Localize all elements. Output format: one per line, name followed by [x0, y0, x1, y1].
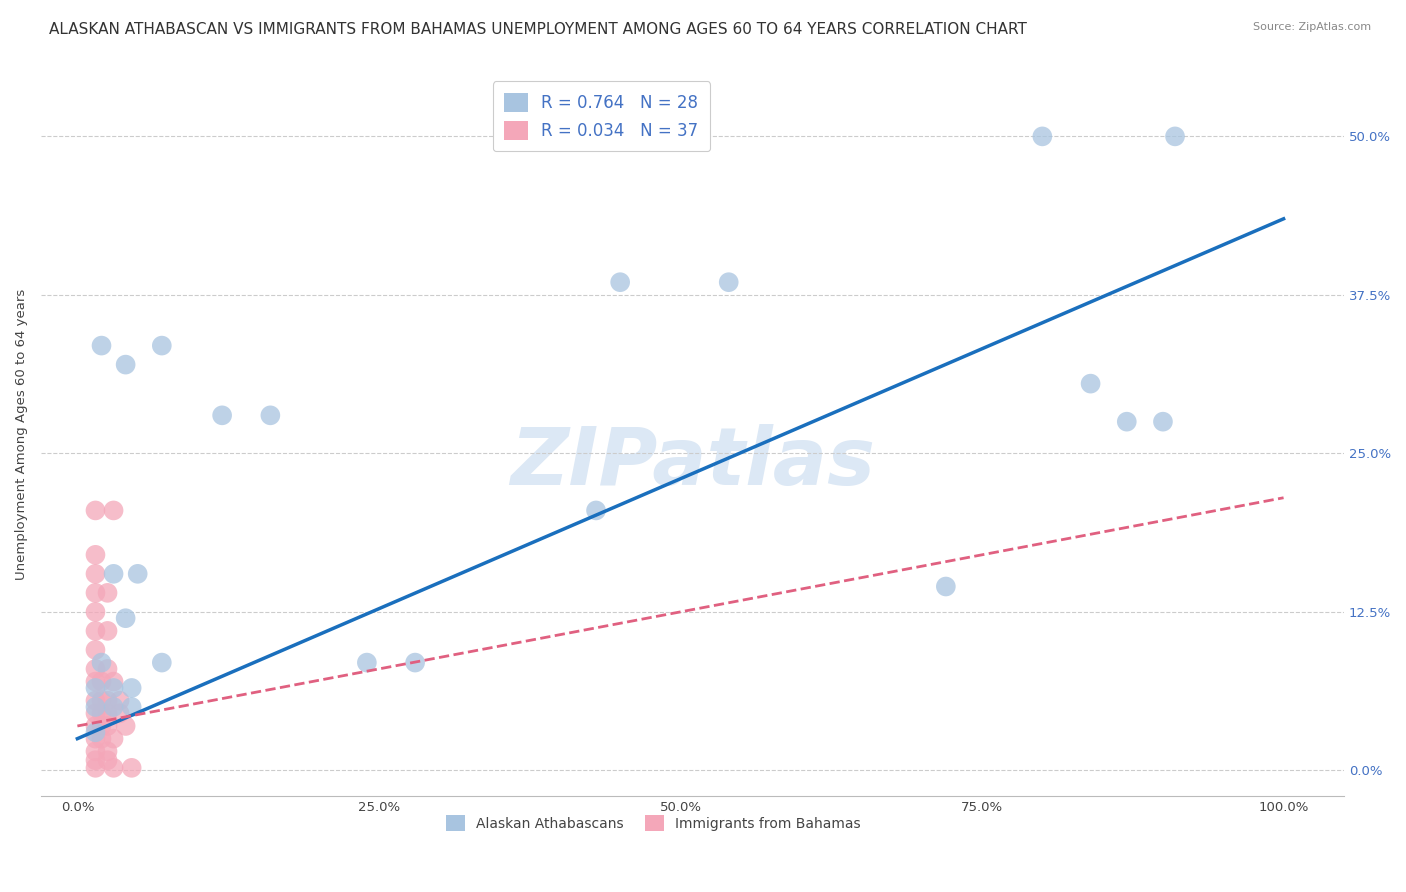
Point [90, 674, 112, 689]
Point [150, 656, 173, 670]
Point [90, 656, 112, 670]
Point [404, 656, 426, 670]
Point [103, 681, 125, 695]
Point [103, 731, 125, 746]
Point [103, 566, 125, 581]
Point [84, 693, 107, 707]
Point [211, 409, 233, 423]
Point [90, 719, 112, 733]
Point [90, 731, 112, 746]
Point [108, 693, 131, 707]
Point [84, 586, 107, 600]
Point [84, 753, 107, 767]
Point [90, 706, 112, 721]
Point [121, 681, 143, 695]
Point [114, 719, 136, 733]
Point [150, 338, 173, 352]
Point [84, 674, 107, 689]
Text: ZIPatlas: ZIPatlas [510, 425, 875, 502]
Point [1031, 129, 1053, 144]
Point [84, 700, 107, 714]
Point [84, 744, 107, 758]
Point [259, 409, 281, 423]
Text: ALASKAN ATHABASCAN VS IMMIGRANTS FROM BAHAMAS UNEMPLOYMENT AMONG AGES 60 TO 64 Y: ALASKAN ATHABASCAN VS IMMIGRANTS FROM BA… [49, 22, 1028, 37]
Point [84, 761, 107, 775]
Point [96, 706, 118, 721]
Point [90, 338, 112, 352]
Point [127, 566, 149, 581]
Point [1152, 415, 1174, 429]
Point [84, 548, 107, 562]
Point [1164, 129, 1187, 144]
Point [121, 700, 143, 714]
Text: Source: ZipAtlas.com: Source: ZipAtlas.com [1253, 22, 1371, 32]
Point [717, 275, 740, 289]
Point [84, 624, 107, 638]
Point [84, 503, 107, 517]
Point [103, 674, 125, 689]
Point [90, 693, 112, 707]
Point [84, 731, 107, 746]
Point [121, 761, 143, 775]
Point [84, 605, 107, 619]
Point [96, 719, 118, 733]
Point [96, 662, 118, 676]
Point [103, 503, 125, 517]
Point [96, 624, 118, 638]
Point [1080, 376, 1102, 391]
Point [935, 580, 957, 594]
Point [96, 753, 118, 767]
Point [84, 566, 107, 581]
Point [114, 358, 136, 372]
Point [84, 725, 107, 739]
Point [585, 503, 607, 517]
Point [1115, 415, 1137, 429]
Point [609, 275, 631, 289]
Point [356, 656, 378, 670]
Point [84, 681, 107, 695]
Legend: Alaskan Athabascans, Immigrants from Bahamas: Alaskan Athabascans, Immigrants from Bah… [437, 806, 869, 839]
Point [84, 706, 107, 721]
Point [84, 643, 107, 657]
Point [96, 693, 118, 707]
Point [96, 586, 118, 600]
Point [84, 719, 107, 733]
Point [103, 700, 125, 714]
Point [114, 611, 136, 625]
Point [96, 744, 118, 758]
Point [103, 761, 125, 775]
Point [84, 662, 107, 676]
Y-axis label: Unemployment Among Ages 60 to 64 years: Unemployment Among Ages 60 to 64 years [15, 289, 28, 580]
Point [108, 706, 131, 721]
